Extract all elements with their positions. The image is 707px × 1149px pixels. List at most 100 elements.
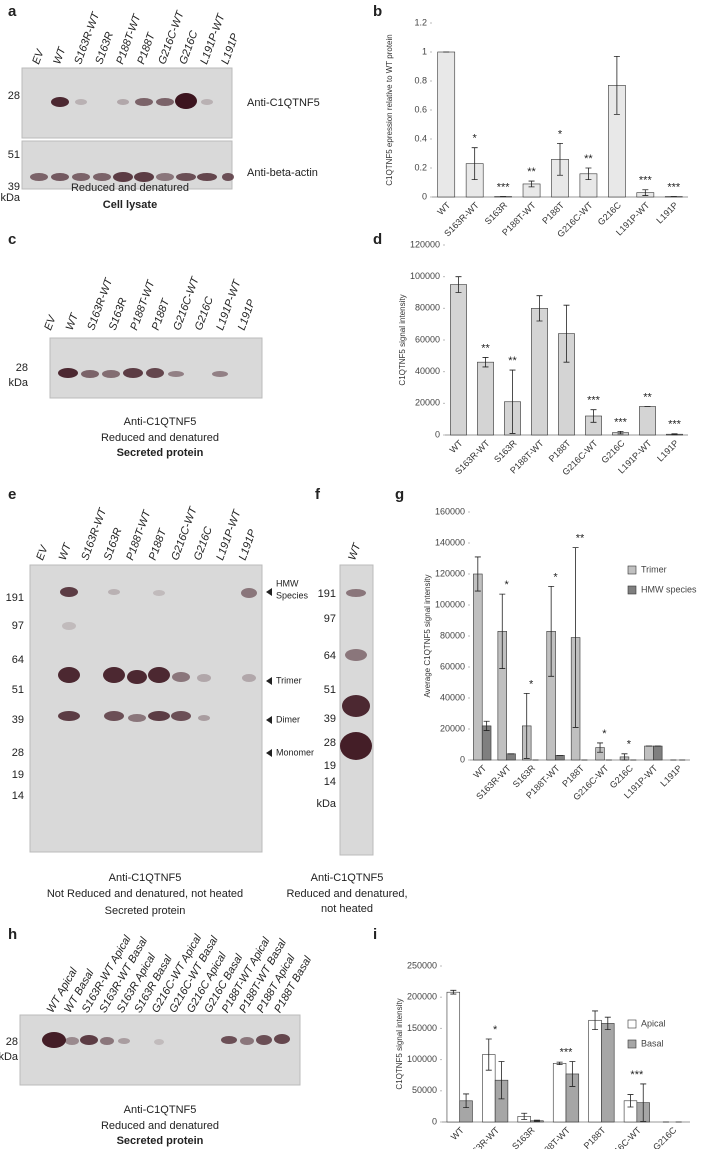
lane-label: WT: [346, 541, 364, 562]
lane-label: G216C: [193, 295, 216, 332]
band: [42, 1032, 66, 1048]
y-axis-label: C1QTNF5 epression relative to WT protein: [385, 34, 394, 185]
panel-letter: h: [8, 926, 17, 943]
error-bar: [627, 1094, 634, 1108]
x-tick-label: S163R: [510, 1125, 537, 1149]
y-tick-label: 60000: [440, 661, 465, 671]
blot: [19, 1014, 301, 1086]
size-marker: kDa: [316, 798, 336, 810]
band: [51, 173, 69, 181]
error-bar: [533, 1119, 540, 1122]
lane-label: P188T: [147, 526, 170, 562]
size-marker: 64: [324, 650, 336, 662]
significance: ***: [668, 419, 682, 431]
band: [345, 649, 367, 661]
significance: ***: [614, 416, 628, 428]
significance: **: [481, 342, 490, 354]
panel-letter: f: [315, 486, 321, 503]
size-marker: 28: [8, 90, 20, 102]
y-tick-label: 0: [435, 429, 440, 439]
band: [240, 1037, 254, 1045]
arrow: [266, 588, 272, 596]
band: [127, 670, 147, 684]
legend-label: HMW species: [641, 584, 697, 594]
panel-letter: d: [373, 231, 382, 248]
legend-swatch: [627, 1039, 637, 1049]
size-marker: 28: [6, 1036, 18, 1048]
band: [201, 99, 213, 105]
panel-letter: b: [373, 3, 382, 20]
caption: Anti-C1QTNF5: [124, 1104, 197, 1116]
significance: *: [505, 579, 510, 591]
error-bar: [621, 753, 628, 761]
band: [154, 1039, 164, 1045]
bar: [555, 755, 565, 761]
antibody-label: Anti-C1QTNF5: [247, 97, 320, 109]
y-tick-label: 0: [422, 191, 427, 201]
bar: [639, 406, 656, 436]
error-bar: [590, 409, 597, 423]
legend-label: Apical: [641, 1018, 666, 1028]
band: [103, 667, 125, 683]
y-tick-label: 40000: [440, 692, 465, 702]
band: [172, 672, 190, 682]
size-marker: 97: [12, 620, 24, 632]
size-marker: 19: [324, 760, 336, 772]
error-bar: [597, 742, 604, 753]
arrow: [266, 677, 272, 685]
caption: Reduced and denatured: [101, 1120, 219, 1132]
x-tick-label: G216C: [596, 200, 624, 228]
significance: ***: [639, 175, 653, 187]
panel-letter: a: [8, 3, 17, 20]
legend-swatch: [627, 1019, 637, 1029]
significance: ***: [630, 1069, 644, 1081]
y-tick-label: 20000: [440, 723, 465, 733]
band: [176, 173, 196, 181]
size-marker: 191: [6, 592, 24, 604]
y-tick-label: 0.2: [414, 162, 427, 172]
bar: [481, 725, 492, 761]
error-bar: [498, 1061, 505, 1100]
band: [274, 1034, 290, 1044]
band: [65, 1037, 79, 1045]
y-tick-label: 0.8: [414, 75, 427, 85]
significance: **: [527, 166, 536, 178]
band: [148, 667, 170, 683]
significance: *: [529, 678, 534, 690]
y-tick-label: 1: [422, 46, 427, 56]
bar: [450, 284, 467, 436]
band: [148, 711, 170, 721]
band: [58, 711, 80, 721]
band: [221, 1036, 237, 1044]
error-bar: [613, 55, 620, 115]
band: [146, 368, 164, 378]
y-tick-label: 140000: [435, 537, 465, 547]
y-tick-label: 160000: [435, 506, 465, 516]
x-tick-label: P188T: [540, 200, 566, 226]
species-label: Species: [276, 590, 309, 600]
x-tick-label: WT: [448, 438, 465, 455]
y-tick-label: 100000: [407, 1054, 437, 1064]
y-tick-label: 80000: [415, 303, 440, 313]
band: [222, 173, 234, 181]
band: [72, 173, 90, 181]
band: [81, 370, 99, 378]
y-tick-label: 0: [460, 754, 465, 764]
size-marker: kDa: [8, 377, 28, 389]
x-tick-label: WT: [449, 1125, 466, 1142]
size-marker: kDa: [0, 192, 20, 204]
x-tick-label: L191P: [654, 200, 679, 225]
error-bar: [563, 304, 570, 363]
band: [128, 714, 146, 722]
error-bar: [642, 189, 649, 196]
legend-label: Basal: [641, 1038, 664, 1048]
error-bar: [523, 692, 530, 759]
error-bar: [474, 556, 481, 592]
size-marker: 191: [318, 588, 336, 600]
caption: Reduced and denatured: [71, 182, 189, 194]
significance: **: [576, 533, 585, 545]
significance: ***: [497, 181, 511, 193]
band: [108, 589, 120, 595]
x-tick-label: L191P: [658, 763, 683, 788]
